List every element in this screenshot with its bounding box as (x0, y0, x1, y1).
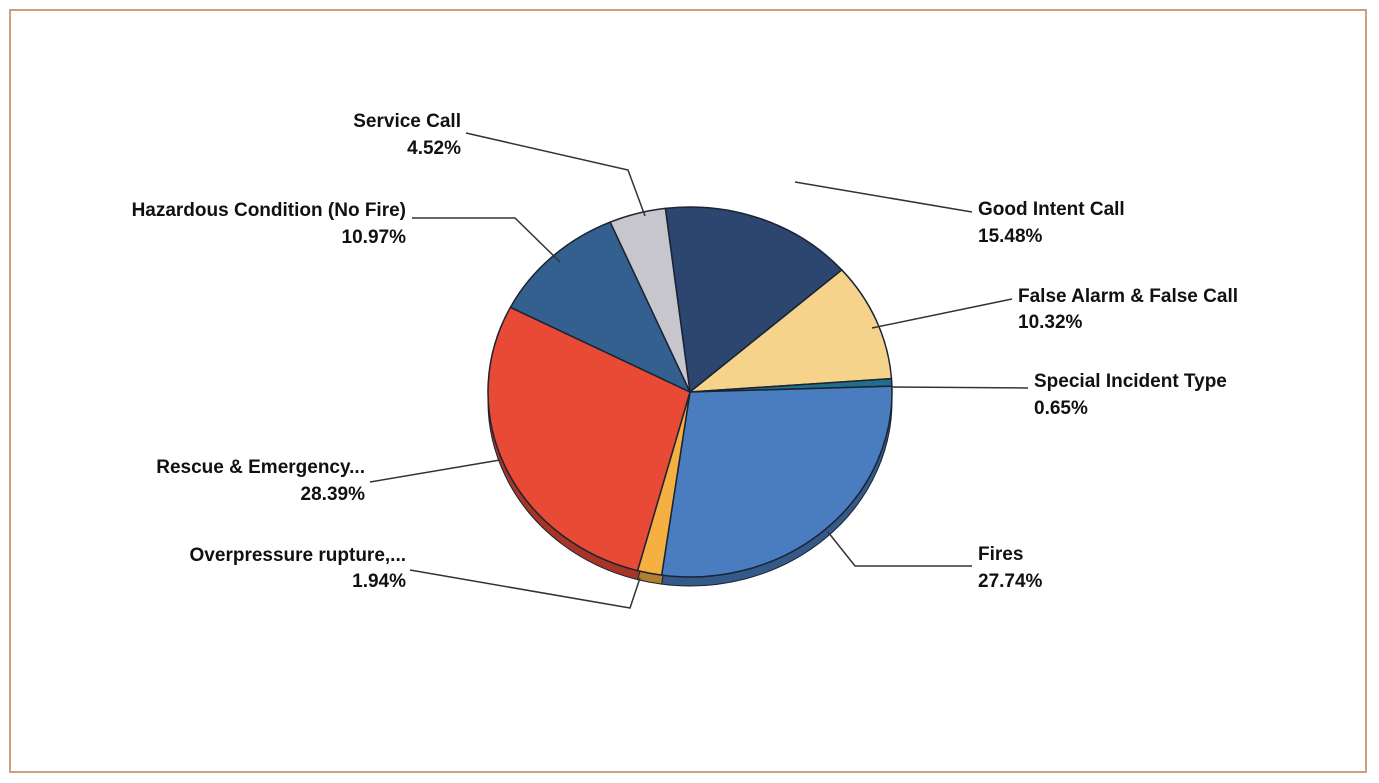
slice-label: Fires (978, 544, 1023, 565)
pie-slice (509, 221, 691, 393)
pie-slice (609, 207, 691, 393)
slice-label: Overpressure rupture,... (190, 545, 406, 566)
leader-line (827, 531, 972, 567)
pie-slice (660, 385, 893, 578)
leader-line (369, 459, 501, 483)
slice-label: False Alarm & False Call (1018, 286, 1238, 307)
pie-slice (689, 269, 893, 393)
slice-percent-label: 10.32% (1018, 312, 1083, 333)
slice-percent-label: 15.48% (978, 226, 1043, 247)
slice-label: Hazardous Condition (No Fire) (132, 200, 406, 221)
slice-percent-label: 27.74% (978, 571, 1043, 592)
slice-percent-label: 28.39% (301, 484, 366, 505)
pie-slice (664, 206, 843, 393)
pie-slice (487, 306, 691, 572)
slice-percent-label: 1.94% (352, 571, 406, 592)
leader-line (871, 298, 1013, 329)
leader-line (794, 181, 973, 213)
leader-line (412, 217, 561, 263)
leader-line (465, 132, 646, 217)
slice-label: Rescue & Emergency... (156, 457, 365, 478)
slice-label: Service Call (353, 111, 461, 132)
slice-percent-label: 4.52% (407, 138, 461, 159)
leader-line (891, 386, 1029, 389)
slice-percent-label: 10.97% (342, 227, 407, 248)
leader-line (409, 569, 641, 609)
slice-label: Good Intent Call (978, 199, 1125, 220)
slice-percent-label: 0.65% (1034, 398, 1088, 419)
slice-label: Special Incident Type (1034, 371, 1227, 392)
